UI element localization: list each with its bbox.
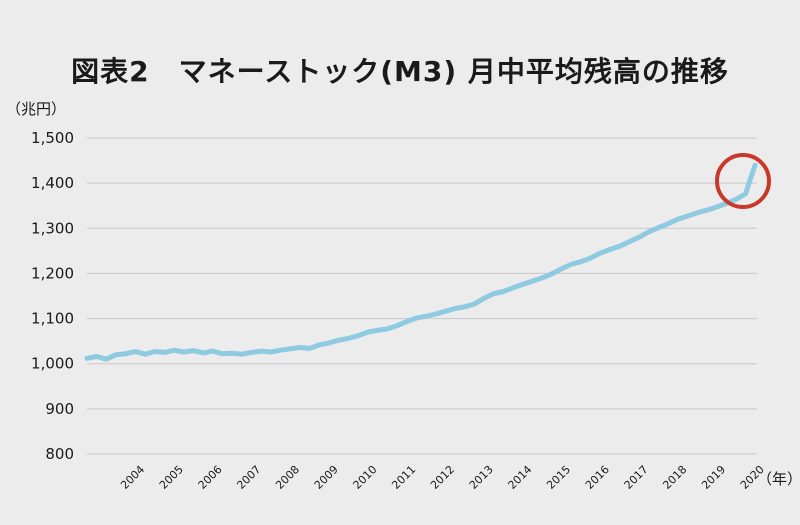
x-tick-label: 2010 (351, 463, 380, 492)
y-tick-label: 1,100 (31, 310, 74, 328)
x-tick-label: 2017 (622, 463, 651, 492)
x-tick-label: 2005 (157, 463, 186, 492)
x-tick-label: 2018 (660, 463, 689, 492)
chart-title: 図表2 マネーストック(M3) 月中平均残高の推移 (71, 55, 729, 88)
y-tick-label: 1,000 (31, 355, 74, 373)
y-tick-label: 1,400 (31, 174, 74, 192)
x-tick-label: 2015 (544, 463, 573, 492)
highlight-circle (715, 153, 771, 209)
y-tick-label: 900 (45, 400, 74, 418)
x-tick-label: 2006 (196, 463, 225, 492)
y-axis-unit: （兆円） (6, 100, 66, 118)
x-tick-label: 2009 (312, 463, 341, 492)
x-tick-label: 2007 (234, 463, 263, 492)
y-tick-label: 1,200 (31, 264, 74, 282)
x-tick-label: 2011 (389, 463, 418, 492)
y-tick-label: 1,300 (31, 219, 74, 237)
y-tick-label: 800 (45, 445, 74, 463)
y-tick-label: 1,500 (31, 129, 74, 147)
x-axis-unit: （年） (757, 470, 800, 488)
x-tick-label: 2004 (118, 463, 147, 492)
x-tick-label: 2019 (699, 463, 728, 492)
x-tick-label: 2016 (583, 463, 612, 492)
x-tick-label: 2008 (273, 463, 302, 492)
x-tick-label: 2013 (467, 463, 496, 492)
x-tick-label: 2012 (428, 463, 457, 492)
x-tick-label: 2014 (506, 463, 535, 492)
series-line (84, 162, 758, 362)
